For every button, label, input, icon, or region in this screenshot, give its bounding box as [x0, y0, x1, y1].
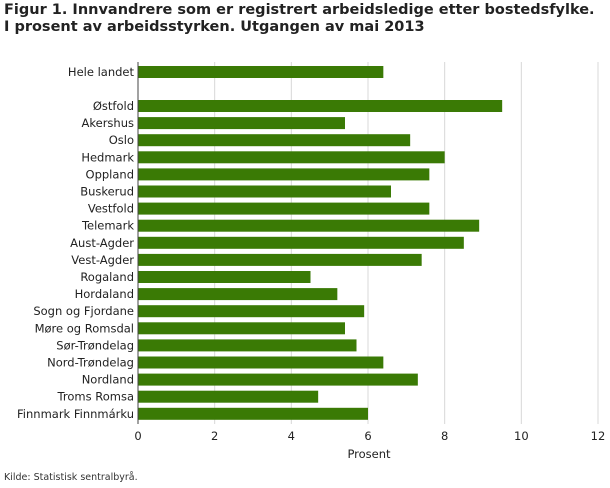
bar — [138, 202, 430, 215]
category-label: Vest-Agder — [71, 253, 134, 267]
bar — [138, 134, 411, 147]
bar — [138, 322, 345, 335]
bar — [138, 236, 464, 249]
bar — [138, 151, 445, 164]
category-labels: Hele landet Østfold Akershus Oslo Hedmark Opp… — [17, 65, 134, 421]
bar — [138, 185, 391, 198]
bar — [138, 356, 384, 369]
category-label: Østfold — [93, 99, 134, 113]
category-label: Buskerud — [80, 185, 134, 199]
category-label: Nordland — [82, 373, 134, 387]
bar — [138, 66, 384, 78]
category-label: Vestfold — [88, 202, 134, 216]
x-axis-ticks: 0 2 4 6 8 10 12 — [134, 429, 605, 443]
bar — [138, 100, 503, 112]
bar — [138, 271, 311, 283]
x-tick-label: 10 — [514, 429, 529, 443]
category-label: Hordaland — [75, 287, 134, 301]
bar — [138, 407, 368, 420]
x-tick-label: 4 — [288, 429, 295, 443]
bars — [138, 66, 503, 420]
category-label: Hele landet — [68, 65, 135, 79]
bar — [138, 117, 345, 130]
category-label: Aust-Agder — [70, 236, 134, 250]
bar — [138, 219, 480, 232]
bar — [138, 288, 338, 301]
chart-title: Figur 1. Innvandrere som er registrert a… — [4, 2, 595, 36]
x-tick-label: 2 — [211, 429, 218, 443]
category-label: Telemark — [81, 219, 134, 233]
category-label: Møre og Romsdal — [35, 321, 134, 335]
category-label: Rogaland — [80, 270, 134, 284]
category-label: Oslo — [109, 133, 134, 147]
bar — [138, 339, 357, 352]
x-axis-label: Prosent — [347, 447, 391, 461]
bar — [138, 253, 422, 266]
x-tick-label: 8 — [441, 429, 448, 443]
x-tick-label: 0 — [134, 429, 141, 443]
category-label: Troms Romsa — [57, 390, 134, 404]
x-tick-label: 6 — [364, 429, 371, 443]
chart-title-line-1: Figur 1. Innvandrere som er registrert a… — [4, 2, 595, 18]
category-label: Oppland — [86, 167, 134, 181]
category-label: Sogn og Fjordane — [33, 304, 134, 318]
bar — [138, 373, 418, 386]
source-note: Kilde: Statistisk sentralbyrå. — [4, 472, 138, 483]
bar — [138, 168, 430, 181]
chart-title-line-2: I prosent av arbeidsstyrken. Utgangen av… — [4, 19, 425, 35]
category-label: Sør-Trøndelag — [56, 338, 134, 352]
bar — [138, 305, 365, 318]
bar — [138, 390, 319, 403]
category-label: Finnmark Finnmárku — [17, 407, 134, 421]
category-label: Nord-Trøndelag — [47, 356, 134, 370]
category-label: Hedmark — [81, 150, 134, 164]
x-tick-label: 12 — [591, 429, 606, 443]
category-label: Akershus — [82, 116, 134, 130]
